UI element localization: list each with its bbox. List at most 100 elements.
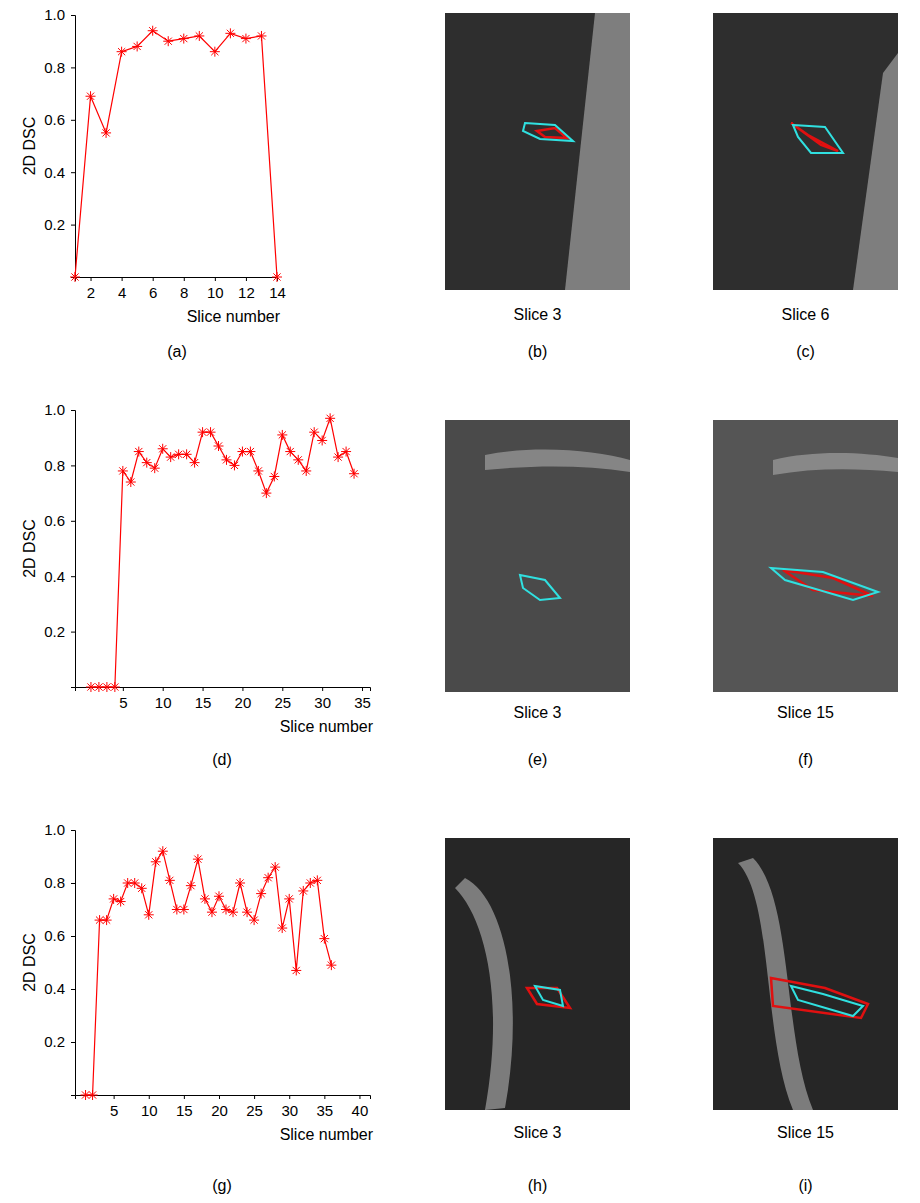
x-tick-label: 15 — [195, 694, 212, 711]
image-background — [713, 13, 898, 290]
image-caption: Slice 15 — [777, 704, 834, 721]
image-caption: Slice 3 — [513, 1124, 561, 1141]
data-point — [101, 128, 111, 138]
x-tick: 35 — [317, 1095, 334, 1119]
x-tick-mark — [114, 1095, 115, 1099]
contour-cyan — [520, 575, 560, 600]
x-tick-label: 20 — [235, 694, 252, 711]
data-point — [206, 427, 216, 437]
data-point — [229, 460, 239, 470]
contour-cyan — [791, 986, 863, 1016]
data-point — [210, 47, 220, 57]
image-background — [445, 420, 630, 692]
y-axis-title: 2D DSC — [21, 519, 38, 578]
data-point — [102, 915, 112, 925]
y-tick: 0.2 — [44, 216, 75, 233]
chart: 5101520253035400.20.40.60.81.0Slice numb… — [21, 821, 374, 1143]
y-tick-mark — [71, 410, 75, 411]
data-point — [158, 846, 168, 856]
plot-area — [81, 846, 337, 1100]
panel-label: (f) — [798, 751, 813, 768]
data-point — [200, 894, 210, 904]
data-point — [214, 441, 224, 451]
data-point — [221, 905, 231, 915]
x-axis: 5101520253035 — [76, 687, 371, 711]
data-point — [326, 960, 336, 970]
data-point — [305, 878, 315, 888]
y-axis-line — [71, 831, 76, 1096]
plot-area — [70, 26, 282, 282]
data-point — [242, 907, 252, 917]
image-background — [713, 838, 898, 1110]
image-background — [445, 838, 630, 1110]
data-point — [118, 466, 128, 476]
data-point — [190, 458, 200, 468]
data-point — [179, 905, 189, 915]
x-tick: 20 — [235, 687, 252, 711]
x-axis-title: Slice number — [280, 718, 374, 735]
x-axis-title: Slice number — [280, 1126, 374, 1143]
x-axis: 510152025303540 — [76, 1095, 371, 1119]
data-point — [263, 873, 273, 883]
x-tick: 30 — [281, 1095, 298, 1119]
y-tick-label: 1.0 — [44, 821, 65, 838]
panel-label: (i) — [798, 1177, 812, 1194]
panel-label: (a) — [167, 343, 187, 360]
x-tick-mark — [91, 277, 92, 281]
y-axis-title: 2D DSC — [21, 117, 38, 176]
x-tick-label: 10 — [141, 1102, 158, 1119]
data-point — [317, 435, 327, 445]
y-tick-mark — [71, 172, 75, 173]
data-point — [235, 878, 245, 888]
x-tick: 30 — [314, 687, 331, 711]
x-tick-mark — [153, 277, 154, 281]
data-point — [261, 488, 271, 498]
y-tick: 0.2 — [44, 623, 75, 640]
data-point — [253, 466, 263, 476]
x-tick: 25 — [246, 1095, 263, 1119]
y-tick-mark — [71, 15, 75, 16]
data-point — [109, 894, 119, 904]
data-point — [132, 41, 142, 51]
x-tick-mark — [289, 1095, 290, 1099]
data-point — [285, 447, 295, 457]
x-tick-mark — [163, 687, 164, 691]
data-point — [182, 449, 192, 459]
x-tick: 5 — [119, 687, 127, 711]
image-background — [713, 420, 898, 692]
y-axis: 0.20.40.60.81.0 — [44, 401, 75, 687]
data-line — [86, 851, 332, 1095]
data-point — [249, 915, 259, 925]
data-point — [70, 272, 80, 282]
x-tick-label: 30 — [281, 1102, 298, 1119]
data-point — [256, 31, 266, 41]
data-point — [333, 452, 343, 462]
data-point — [88, 1090, 98, 1100]
x-tick-mark — [122, 277, 123, 281]
x-tick-label: 25 — [246, 1102, 263, 1119]
x-tick-label: 12 — [238, 284, 255, 301]
x-tick-mark — [324, 1095, 325, 1099]
data-point — [165, 875, 175, 885]
x-tick: 10 — [207, 277, 224, 301]
data-point — [341, 447, 351, 457]
x-tick: 40 — [352, 1095, 369, 1119]
data-point — [309, 427, 319, 437]
data-point — [137, 883, 147, 893]
panel-label: (b) — [528, 343, 548, 360]
y-tick: 0.8 — [44, 457, 75, 474]
x-tick-label: 15 — [176, 1102, 193, 1119]
image-structure — [773, 453, 898, 475]
data-point — [186, 881, 196, 891]
x-axis: 2468101214 — [76, 277, 286, 301]
data-point — [291, 965, 301, 975]
x-tick-label: 2 — [87, 284, 95, 301]
data-point — [225, 28, 235, 38]
data-point — [298, 886, 308, 896]
data-point — [284, 894, 294, 904]
y-axis-line — [71, 16, 76, 278]
x-tick: 12 — [238, 277, 255, 301]
x-tick-mark — [184, 1095, 185, 1099]
y-tick-label: 1.0 — [44, 401, 65, 418]
data-point — [272, 272, 282, 282]
